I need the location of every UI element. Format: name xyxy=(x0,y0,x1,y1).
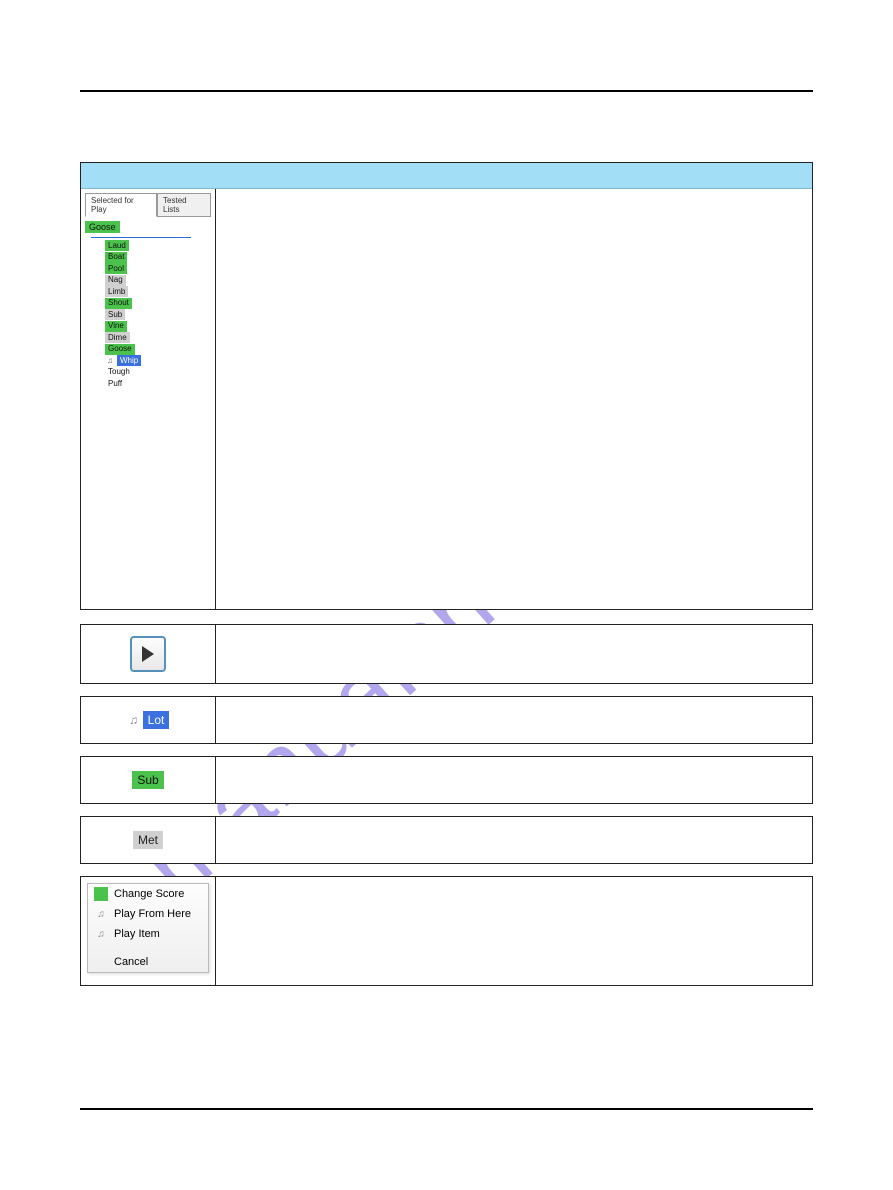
row-sub-chip: Sub xyxy=(80,756,813,804)
menu-cancel-label: Cancel xyxy=(114,956,148,968)
tree-item[interactable]: ♫Whip xyxy=(105,355,211,366)
lot-chip-label: Lot xyxy=(143,711,170,729)
row-sub-description xyxy=(216,757,812,803)
lot-chip[interactable]: ♫ Lot xyxy=(127,711,170,729)
tree-item-label: Puff xyxy=(105,378,125,389)
menu-play-from-here-label: Play From Here xyxy=(114,908,191,920)
music-icon: ♫ xyxy=(94,907,108,921)
row-play-button xyxy=(80,624,813,684)
menu-change-score-label: Change Score xyxy=(114,888,184,900)
tree-item[interactable]: Boat xyxy=(105,252,211,263)
menu-divider xyxy=(88,944,208,952)
tree-item[interactable]: Sub xyxy=(105,309,211,320)
tab-tested-lists[interactable]: Tested Lists xyxy=(157,193,211,217)
tree-item[interactable]: Nag xyxy=(105,275,211,286)
tree-connector xyxy=(91,237,191,238)
menu-play-item[interactable]: ♫ Play Item xyxy=(88,924,208,944)
music-icon: ♫ xyxy=(127,713,141,727)
tree-item[interactable]: Goose xyxy=(105,344,211,355)
green-square-icon xyxy=(94,887,108,901)
tree-item[interactable]: Shout xyxy=(105,298,211,309)
row-lot-chip: ♫ Lot xyxy=(80,696,813,744)
row-menu-description xyxy=(216,877,812,985)
tree-item-label: Whip xyxy=(117,355,141,366)
sidebar-panel: Selected for Play Tested Lists Goose Lau… xyxy=(81,189,216,609)
blank-icon xyxy=(94,955,108,969)
row-met-description xyxy=(216,817,812,863)
tree-item-label: Shout xyxy=(105,298,132,309)
tree-item[interactable]: Laud xyxy=(105,240,211,251)
tree-root-node[interactable]: Goose xyxy=(85,221,120,233)
tree-item-label: Tough xyxy=(105,367,133,378)
document-page: Selected for Play Tested Lists Goose Lau… xyxy=(0,0,893,1058)
tree-item-label: Laud xyxy=(105,240,129,251)
tree-item[interactable]: Puff xyxy=(105,378,211,389)
tree-item-label: Boat xyxy=(105,252,127,263)
tree-item[interactable]: Tough xyxy=(105,367,211,378)
play-button[interactable] xyxy=(130,636,166,672)
window-body: Selected for Play Tested Lists Goose Lau… xyxy=(81,189,812,609)
tree-item-label: Nag xyxy=(105,275,126,286)
tree-item[interactable]: Pool xyxy=(105,263,211,274)
row-met-chip: Met xyxy=(80,816,813,864)
row-lot-description xyxy=(216,697,812,743)
tree-item-label: Goose xyxy=(105,344,135,355)
main-content-area xyxy=(216,189,812,609)
context-menu: Change Score ♫ Play From Here ♫ Play Ite… xyxy=(87,883,209,973)
tree-item[interactable]: Limb xyxy=(105,286,211,297)
music-icon: ♫ xyxy=(105,356,115,366)
tab-selected-for-play[interactable]: Selected for Play xyxy=(85,193,157,217)
tree-items-container: LaudBoatPoolNagLimbShoutSubVineDimeGoose… xyxy=(105,240,211,389)
app-screenshot: Selected for Play Tested Lists Goose Lau… xyxy=(80,162,813,610)
footer-rule xyxy=(80,1108,813,1110)
tree-item-label: Pool xyxy=(105,263,127,274)
tree-item-label: Sub xyxy=(105,309,125,320)
met-chip-label: Met xyxy=(133,831,163,849)
window-titlebar xyxy=(81,163,812,189)
met-chip[interactable]: Met xyxy=(133,831,163,849)
menu-play-item-label: Play Item xyxy=(114,928,160,940)
tree-item[interactable]: Vine xyxy=(105,321,211,332)
sub-chip[interactable]: Sub xyxy=(132,771,163,789)
menu-play-from-here[interactable]: ♫ Play From Here xyxy=(88,904,208,924)
play-icon xyxy=(142,646,154,662)
row-context-menu: Change Score ♫ Play From Here ♫ Play Ite… xyxy=(80,876,813,986)
music-icon: ♫ xyxy=(94,927,108,941)
menu-change-score[interactable]: Change Score xyxy=(88,884,208,904)
menu-cancel[interactable]: Cancel xyxy=(88,952,208,972)
tree-item-label: Dime xyxy=(105,332,130,343)
tree-item[interactable]: Dime xyxy=(105,332,211,343)
sub-chip-label: Sub xyxy=(132,771,163,789)
header-rule xyxy=(80,90,813,92)
sidebar-tabs: Selected for Play Tested Lists xyxy=(85,193,211,217)
row-play-description xyxy=(216,625,812,683)
tree-item-label: Vine xyxy=(105,321,127,332)
tree-item-label: Limb xyxy=(105,286,128,297)
